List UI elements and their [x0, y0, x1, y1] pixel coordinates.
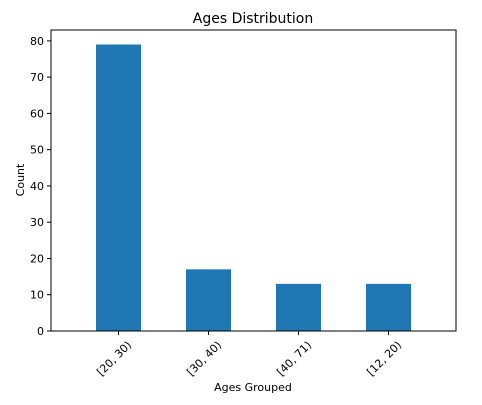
y-axis-label: Count — [14, 163, 27, 196]
bar-2 — [186, 269, 231, 331]
chart-title: Ages Distribution — [193, 11, 314, 27]
bar-3 — [276, 283, 321, 331]
plot-frame — [50, 29, 457, 332]
x-axis-label: Ages Grouped — [214, 381, 292, 394]
x-tick-label: [20, 30) — [94, 339, 134, 379]
x-tick-label: [12, 20) — [364, 339, 404, 379]
y-tick-label: 30 — [30, 216, 44, 229]
x-tick-label: [40, 71) — [274, 339, 314, 379]
axes-layer — [50, 29, 457, 332]
y-tick-label: 60 — [30, 107, 44, 120]
bar-4 — [366, 283, 411, 331]
y-tick-label: 0 — [37, 325, 44, 338]
y-tick-label: 50 — [30, 144, 44, 157]
y-tick-label: 40 — [30, 180, 44, 193]
bars-layer — [96, 44, 411, 331]
y-tick-label: 70 — [30, 71, 44, 84]
y-tick-label: 20 — [30, 252, 44, 265]
y-tick-label: 80 — [30, 35, 44, 48]
y-tick-label: 10 — [30, 289, 44, 302]
x-tick-label: [30, 40) — [184, 339, 224, 379]
bar-1 — [96, 44, 141, 331]
